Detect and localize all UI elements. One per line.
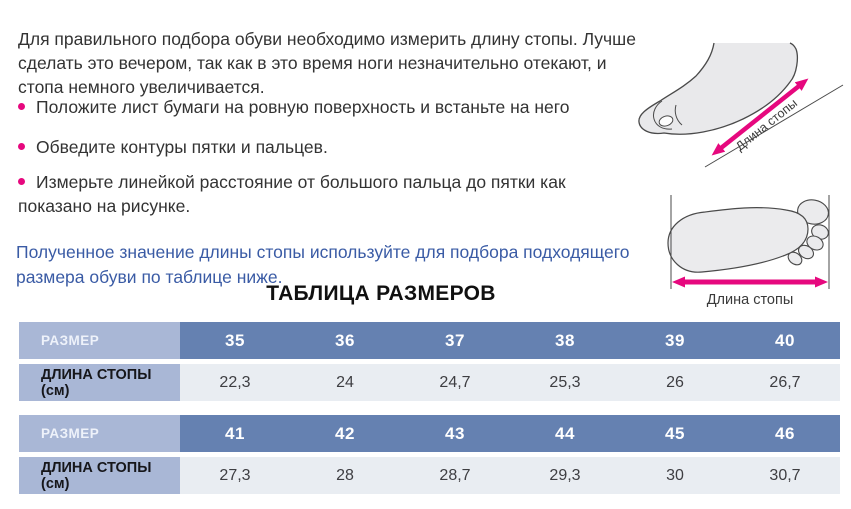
size-table-41-46: РАЗМЕР 41 42 43 44 45 46 ДЛИНА СТОПЫ (см… [19,415,840,494]
size-table-title: ТАБЛИЦА РАЗМЕРОВ [266,282,496,305]
big-toe-crease [653,100,673,130]
size-cell: 37 [400,322,510,359]
length-cell: 28,7 [400,457,510,494]
row-header-size: РАЗМЕР [19,415,180,452]
footprint-illustration: Длина стопы [667,195,830,308]
length-cell: 29,3 [510,457,620,494]
size-cell: 45 [620,415,730,452]
size-cell: 40 [730,322,840,359]
bullet-dot-icon [18,102,25,110]
usage-note: Полученное значение длины стопы использу… [16,241,630,287]
intro-paragraph: Для правильного подбора обуви необходимо… [18,28,636,97]
length-cell: 30,7 [730,457,840,494]
list-item: Обведите контуры пятки и пальцев. [18,135,642,159]
size-cell: 43 [400,415,510,452]
measure-arrow [711,78,809,156]
size-cell: 41 [180,415,290,452]
size-table-35-40: РАЗМЕР 35 36 37 38 39 40 ДЛИНА СТОПЫ (см… [19,322,840,401]
length-cell: 28 [290,457,400,494]
size-cell: 42 [290,415,400,452]
size-cell: 44 [510,415,620,452]
list-item: Измерьте линейкой расстояние от большого… [18,170,642,218]
foot-side-outline [638,42,798,135]
size-cell: 36 [290,322,400,359]
list-item: Положите лист бумаги на ровную поверхнос… [18,95,642,119]
bullet-text: Положите лист бумаги на ровную поверхнос… [36,97,570,117]
toenail [658,115,674,127]
big-toe [797,199,829,225]
size-cell: 38 [510,322,620,359]
length-cell: 24 [290,364,400,401]
length-cell: 30 [620,457,730,494]
sole-shape [667,207,809,273]
foot-side-illustration: Длина стопы [638,42,844,168]
length-cell: 22,3 [180,364,290,401]
size-cell: 46 [730,415,840,452]
bullet-dot-icon [18,177,25,185]
bullet-text: Обведите контуры пятки и пальцев. [36,137,328,157]
toe-separation-crease [674,104,683,126]
length-cell: 25,3 [510,364,620,401]
length-cell: 26 [620,364,730,401]
row-header-size: РАЗМЕР [19,322,180,359]
size-cell: 35 [180,322,290,359]
bullet-text: Измерьте линейкой расстояние от большого… [18,172,566,216]
bullet-dot-icon [18,142,25,150]
length-cell: 27,3 [180,457,290,494]
measure-label: Длина стопы [707,292,794,308]
length-cell: 26,7 [730,364,840,401]
size-cell: 39 [620,322,730,359]
row-header-foot-length: ДЛИНА СТОПЫ (см) [19,364,180,401]
row-header-foot-length: ДЛИНА СТОПЫ (см) [19,457,180,494]
length-cell: 24,7 [400,364,510,401]
